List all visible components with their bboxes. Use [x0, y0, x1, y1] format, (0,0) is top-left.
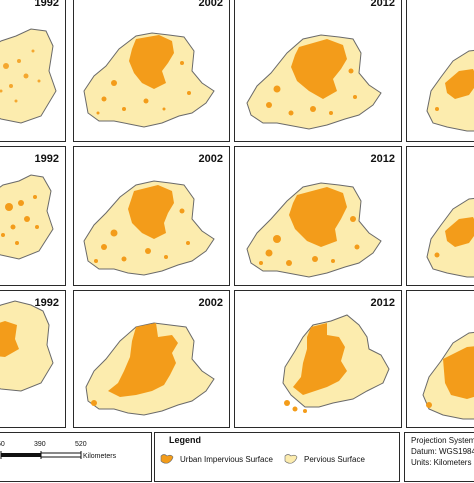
map-panel-r1-c2: 2002 [73, 0, 230, 142]
scale-bar-box: 60 390 520 Kilometers [0, 432, 152, 482]
map-panel-r1-c3: 2012 [234, 0, 402, 142]
study-area-map [0, 147, 66, 286]
map-panel-r2-c4 [406, 146, 474, 286]
map-panel-r1-c4 [406, 0, 474, 142]
projection-units: Units: Kilometers [411, 458, 471, 467]
urban-patch [426, 402, 432, 408]
projection-system: Projection System: [411, 436, 474, 445]
year-label: 2002 [199, 297, 223, 309]
map-panel-r3-c4 [406, 290, 474, 428]
map-panel-r3-c3: 2012 [234, 290, 402, 428]
year-label: 2002 [199, 153, 223, 165]
map-panel-r2-c3: 2012 [234, 146, 402, 286]
urban-patch [91, 400, 97, 406]
legend-title: Legend [169, 435, 201, 445]
study-area-map [74, 147, 230, 286]
map-panel-r2-c1: 1992 [0, 146, 66, 286]
year-label: 1992 [35, 153, 59, 165]
study-area-map [407, 147, 474, 286]
scale-unit-label: Kilometers [83, 453, 116, 460]
study-area-map [0, 291, 66, 428]
legend-box: Legend Urban Impervious Surface Pervious… [154, 432, 400, 482]
pervious-swatch-icon [283, 453, 299, 465]
year-label: 2012 [371, 153, 395, 165]
year-label: 1992 [35, 297, 59, 309]
study-area-map [235, 291, 402, 428]
impervious-swatch-icon [159, 453, 175, 465]
projection-datum: Datum: WGS1984 [411, 447, 474, 456]
map-panel-r3-c2: 2002 [73, 290, 230, 428]
study-area-map [407, 0, 474, 142]
map-panel-r1-c1: 1992 [0, 0, 66, 142]
study-area-map [74, 291, 230, 428]
legend-label: Pervious Surface [304, 455, 365, 464]
year-label: 2012 [371, 0, 395, 9]
year-label: 2012 [371, 297, 395, 309]
legend-item-impervious: Urban Impervious Surface [159, 453, 273, 465]
year-label: 2002 [199, 0, 223, 9]
study-area-map [235, 0, 402, 142]
projection-box: Projection System: Datum: WGS1984 Units:… [404, 432, 474, 482]
year-label: 1992 [35, 0, 59, 9]
legend-label: Urban Impervious Surface [180, 455, 273, 464]
study-area-map [407, 291, 474, 428]
map-panel-r2-c2: 2002 [73, 146, 230, 286]
study-area-map [0, 0, 66, 142]
study-area-map [235, 147, 402, 286]
scale-bar [0, 433, 153, 483]
study-area-map [74, 0, 230, 142]
map-panel-r3-c1: 1992 [0, 290, 66, 428]
legend-item-pervious: Pervious Surface [283, 453, 365, 465]
